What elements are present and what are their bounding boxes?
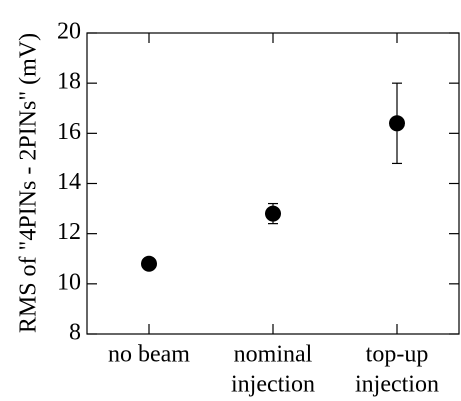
y-tick-label: 16 (57, 119, 81, 145)
y-axis-label: RMS of "4PINs - 2PINs" (mV) (16, 33, 42, 333)
x-tick-label: injection (231, 372, 315, 398)
y-tick-label: 12 (57, 219, 81, 245)
y-tick-label: 10 (57, 269, 81, 295)
point (141, 255, 157, 272)
y-tick-label: 8 (69, 320, 81, 346)
x-tick-label: top-up (366, 342, 429, 368)
plot-frame (86, 32, 460, 335)
point (265, 205, 281, 222)
x-tick-label: nominal (234, 342, 313, 368)
x-tick-label: no beam (108, 342, 190, 368)
point (389, 115, 405, 132)
y-tick-label: 14 (57, 169, 81, 195)
y-tick-label: 20 (57, 19, 81, 45)
x-tick-label: injection (355, 372, 439, 398)
y-tick-label: 18 (57, 69, 81, 95)
